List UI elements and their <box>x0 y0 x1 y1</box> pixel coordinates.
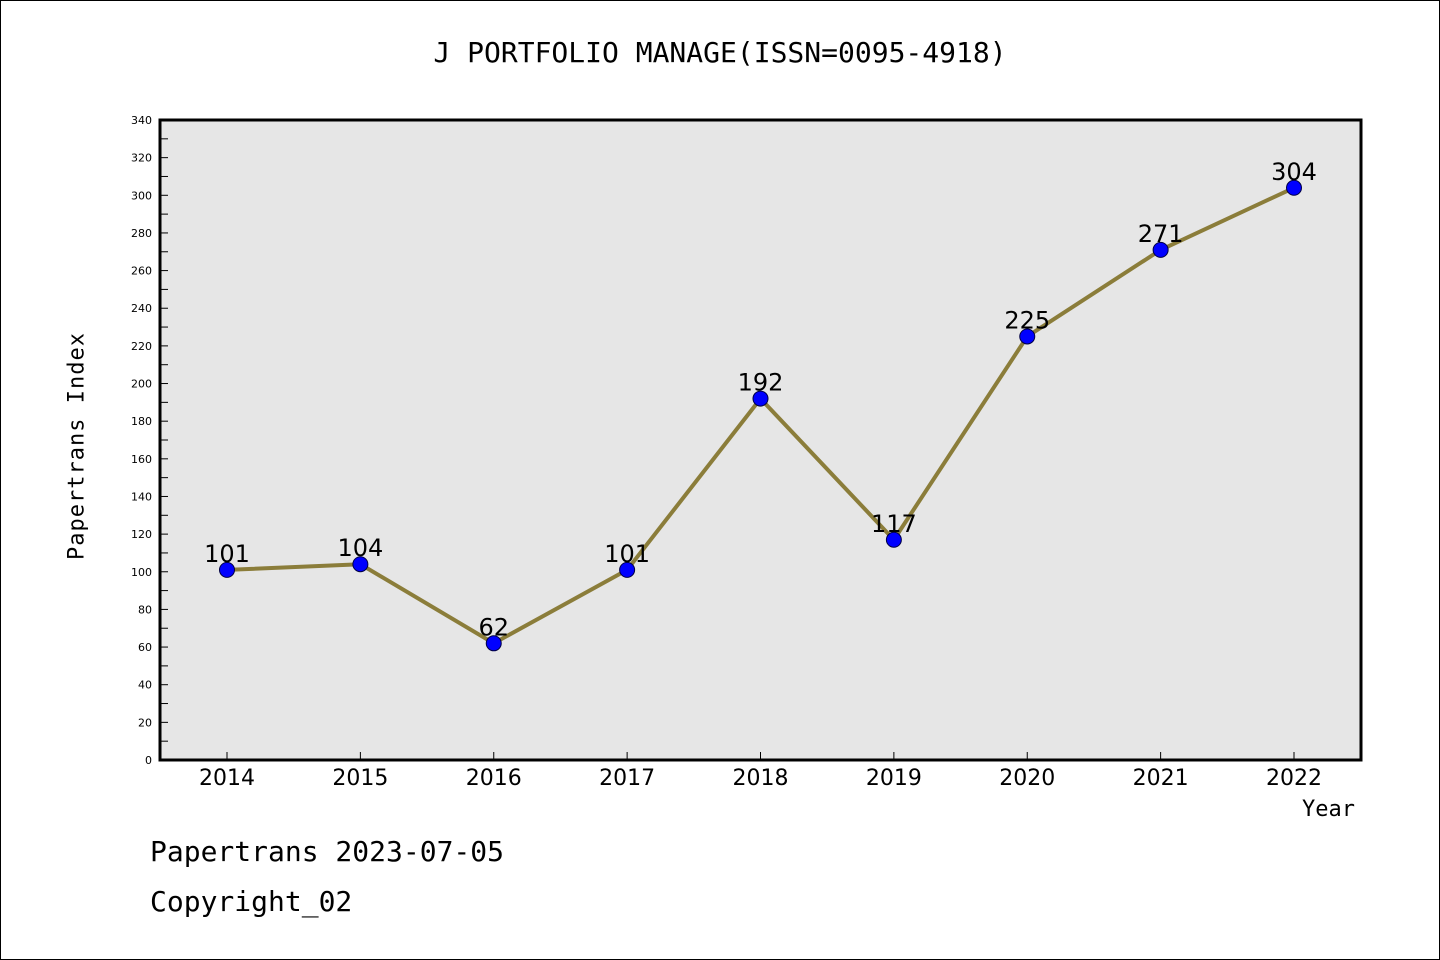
data-point <box>619 561 636 578</box>
x-tick-label: 2014 <box>199 766 255 791</box>
data-label: 271 <box>1138 220 1184 248</box>
data-point <box>219 561 235 578</box>
y-tick-label: 240 <box>131 302 152 315</box>
chart-title: J PORTFOLIO MANAGE(ISSN=0095-4918) <box>433 36 1007 69</box>
y-tick-label: 0 <box>145 754 152 767</box>
x-tick-label: 2018 <box>733 766 789 791</box>
data-label: 101 <box>604 540 650 568</box>
y-tick-label: 80 <box>138 603 152 616</box>
data-point <box>885 531 902 548</box>
y-tick-label: 40 <box>138 679 152 692</box>
plot-border <box>158 118 1363 762</box>
y-tick-label: 140 <box>131 490 152 503</box>
x-tick-label: 2022 <box>1266 766 1322 791</box>
y-tick-label: 120 <box>131 528 152 541</box>
footer-date: Papertrans 2023-07-05 <box>150 835 505 868</box>
plot-area <box>160 120 1361 760</box>
y-tick-label: 100 <box>131 566 152 579</box>
data-label: 304 <box>1271 158 1317 186</box>
x-tick-label: 2020 <box>999 766 1055 791</box>
data-point <box>485 635 502 652</box>
data-point <box>1019 328 1036 345</box>
y-tick-label: 280 <box>131 227 152 240</box>
data-label: 101 <box>204 540 250 568</box>
y-tick-label: 340 <box>131 114 152 127</box>
data-point <box>752 390 769 407</box>
x-tick-label: 2015 <box>332 766 388 791</box>
x-tick-label: 2016 <box>466 766 522 791</box>
data-label: 192 <box>738 369 784 397</box>
y-tick-label: 200 <box>131 378 152 391</box>
data-label: 117 <box>871 510 917 538</box>
y-tick-label: 320 <box>131 152 152 165</box>
x-tick-label: 2021 <box>1133 766 1189 791</box>
x-axis-label: Year <box>1302 797 1355 822</box>
y-tick-label: 20 <box>138 716 152 729</box>
data-point <box>1286 179 1302 196</box>
data-label: 104 <box>337 534 383 562</box>
data-point <box>1152 241 1169 258</box>
y-tick-label: 260 <box>131 265 152 278</box>
y-tick-label: 60 <box>138 641 152 654</box>
y-tick-label: 300 <box>131 189 152 202</box>
data-point <box>352 556 369 573</box>
y-tick-label: 220 <box>131 340 152 353</box>
data-label: 62 <box>478 613 509 641</box>
y-tick-label: 180 <box>131 415 152 428</box>
y-tick-label: 160 <box>131 453 152 466</box>
data-label: 225 <box>1004 306 1050 334</box>
x-tick-label: 2019 <box>866 766 922 791</box>
footer-copyright: Copyright_02 <box>150 885 353 918</box>
x-tick-label: 2017 <box>599 766 655 791</box>
